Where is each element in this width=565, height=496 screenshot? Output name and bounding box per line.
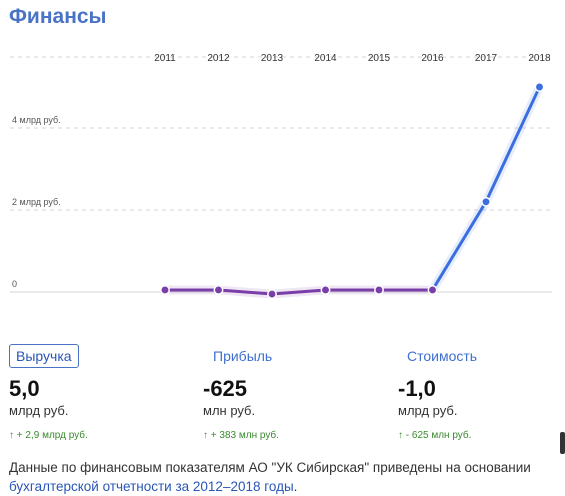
x-tick-label: 2012 xyxy=(207,53,230,64)
series-line-segment xyxy=(217,288,274,296)
source-note-text: Данные по финансовым показателям АО "УК … xyxy=(9,460,531,475)
data-point xyxy=(320,285,331,295)
cost-value: -1,0 xyxy=(398,376,436,401)
profit-delta: ↑ + 383 млн руб. xyxy=(203,430,279,441)
tab-cost[interactable]: Стоимость xyxy=(407,348,478,364)
data-point xyxy=(481,196,491,207)
source-note: Данные по финансовым показателям АО "УК … xyxy=(9,458,559,496)
y-tick-label: 2 млрд руб. xyxy=(12,197,61,207)
series-line-segment xyxy=(431,200,488,292)
metric-revenue[interactable]: Выручка 5,0 млрд руб. ↑ + 2,9 млрд руб. xyxy=(9,344,88,441)
x-tick-label: 2013 xyxy=(261,53,284,64)
revenue-delta: ↑ + 2,9 млрд руб. xyxy=(9,430,88,441)
profit-value: -625 xyxy=(203,376,248,401)
tab-revenue[interactable]: Выручка xyxy=(9,344,79,368)
x-tick-label: 2011 xyxy=(154,53,176,64)
x-tick-label: 2017 xyxy=(475,53,498,64)
y-tick-label: 0 xyxy=(12,279,17,289)
data-point xyxy=(160,285,170,295)
x-tick-label: 2016 xyxy=(421,53,444,64)
scrollbar-thumb[interactable] xyxy=(560,432,565,454)
section-title: Финансы xyxy=(9,5,107,28)
series-line-segment xyxy=(484,85,541,204)
metrics-tabs: Выручка 5,0 млрд руб. ↑ + 2,9 млрд руб. … xyxy=(0,344,565,454)
source-note-end: . xyxy=(293,479,298,494)
revenue-unit: млрд руб. xyxy=(9,403,69,418)
metric-profit[interactable]: Прибыль -625 млн руб. ↑ + 383 млн руб. xyxy=(203,344,279,441)
profit-unit: млн руб. xyxy=(203,403,256,418)
y-tick-label: 4 млрд руб. xyxy=(12,115,61,125)
metric-value[interactable]: Стоимость -1,0 млрд руб. ↑ - 625 млн руб… xyxy=(398,344,477,441)
revenue-value: 5,0 xyxy=(9,376,40,401)
data-point xyxy=(534,82,545,92)
x-tick-label: 2014 xyxy=(314,53,337,64)
cost-delta: ↑ - 625 млн руб. xyxy=(398,430,472,441)
source-link[interactable]: бухгалтерской отчетности за 2012–2018 го… xyxy=(9,479,294,494)
data-point xyxy=(213,285,224,295)
x-tick-label: 2015 xyxy=(368,53,391,64)
series-line-segment xyxy=(270,288,327,296)
data-point xyxy=(427,285,438,295)
finance-chart: 2011 2012 2013 2014 2015 2016 2017 2018 4 млрд р… xyxy=(10,53,552,300)
x-tick-label: 2018 xyxy=(528,53,551,64)
cost-unit: млрд руб. xyxy=(398,403,458,418)
tab-profit[interactable]: Прибыль xyxy=(213,348,273,364)
data-point xyxy=(267,289,277,300)
data-point xyxy=(374,285,384,295)
